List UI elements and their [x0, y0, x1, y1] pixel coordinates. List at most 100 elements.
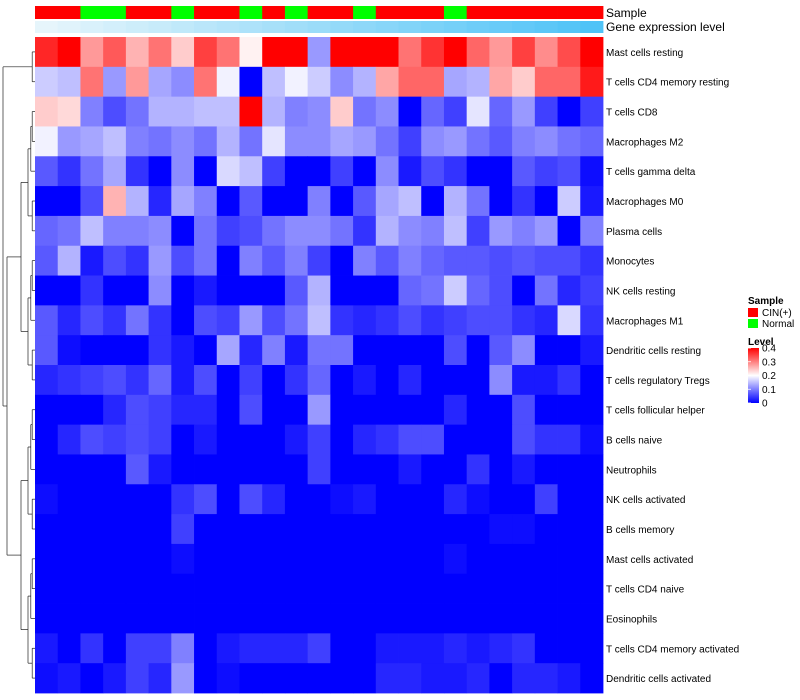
heatmap-cell-r11-c21	[512, 365, 536, 396]
heatmap-cell-r2-c18	[443, 96, 468, 127]
heatmap-cell-r11-c20	[489, 365, 513, 396]
row-label-16: B cells memory	[606, 525, 674, 536]
heatmap-cell-r19-c6	[171, 603, 195, 634]
heatmap-cell-r3-c18	[443, 126, 468, 157]
heatmap-cell-r12-c7	[194, 394, 218, 426]
row-label-2: T cells CD8	[606, 108, 658, 119]
heatmap-cell-r2-c11	[284, 96, 309, 127]
heatmap-cell-r14-c19	[466, 454, 490, 485]
heatmap-cell-r1-c20	[489, 66, 513, 98]
heatmap-cell-r6-c1	[57, 215, 81, 247]
heatmap-cell-r9-c9	[239, 305, 263, 336]
heatmap-cell-r12-c20	[489, 394, 513, 426]
heatmap-cell-r0-c9	[239, 37, 263, 68]
heatmap-cell-r11-c5	[148, 365, 172, 396]
heatmap-cell-r14-c22	[534, 454, 558, 485]
heatmap-cell-r8-c18	[443, 275, 468, 306]
heatmap-cell-r18-c13	[330, 573, 354, 604]
heatmap-cell-r20-c23	[557, 633, 581, 664]
heatmap-cell-r18-c7	[194, 573, 218, 604]
expression-track-cell-21	[512, 21, 536, 33]
heatmap-cell-r2-c5	[148, 96, 172, 127]
heatmap-cell-r6-c23	[557, 215, 581, 247]
legend-tick-label-3: 0.1	[762, 385, 776, 396]
heatmap-cell-r20-c17	[421, 633, 445, 664]
heatmap-cell-r2-c13	[330, 96, 354, 127]
heatmap-cell-r13-c16	[398, 424, 422, 455]
heatmap-cell-r17-c12	[307, 543, 331, 575]
heatmap-cell-r10-c3	[103, 335, 127, 366]
legend-label-cin: CIN(+)	[762, 308, 792, 319]
heatmap-cell-r8-c15	[375, 275, 399, 306]
heatmap-cell-r16-c14	[353, 514, 377, 545]
heatmap-cell-r21-c20	[489, 663, 513, 694]
heatmap-cell-r14-c13	[330, 454, 354, 485]
heatmap-cell-r3-c17	[421, 126, 445, 157]
heatmap-cell-r2-c21	[512, 96, 536, 127]
heatmap-cell-r17-c16	[398, 543, 422, 575]
legend-level-colorbar	[748, 348, 759, 403]
heatmap-cell-r8-c16	[398, 275, 422, 306]
heatmap-cell-r3-c13	[330, 126, 354, 157]
heatmap-cell-r19-c7	[194, 603, 218, 634]
heatmap-cell-r2-c17	[421, 96, 445, 127]
heatmap-cell-r0-c13	[330, 37, 354, 68]
heatmap-cell-r5-c4	[125, 186, 149, 217]
heatmap-cell-r17-c2	[80, 543, 104, 575]
heatmap-cell-r21-c18	[443, 663, 468, 694]
heatmap-cell-r5-c11	[284, 186, 309, 217]
heatmap-cell-r21-c10	[262, 663, 286, 694]
heatmap-cell-r0-c5	[148, 37, 172, 68]
heatmap-cell-r15-c9	[239, 484, 263, 515]
heatmap-cell-r11-c19	[466, 365, 490, 396]
heatmap-cell-r11-c17	[421, 365, 445, 396]
heatmap-cell-r4-c3	[103, 156, 127, 187]
heatmap-cell-r14-c8	[216, 454, 240, 485]
heatmap-cell-r7-c22	[534, 245, 558, 276]
heatmap-cell-r8-c24	[580, 275, 604, 306]
heatmap-cell-r17-c7	[194, 543, 218, 575]
heatmap-cell-r4-c19	[466, 156, 490, 187]
heatmap-cell-r6-c8	[216, 215, 240, 247]
sample-track-cell-6	[171, 6, 195, 19]
heatmap-cell-r16-c18	[443, 514, 468, 545]
heatmap-cell-r14-c6	[171, 454, 195, 485]
heatmap-cell-r19-c2	[80, 603, 104, 634]
heatmap-cell-r18-c6	[171, 573, 195, 604]
heatmap-cell-r5-c16	[398, 186, 422, 217]
heatmap-cell-r16-c10	[262, 514, 286, 545]
heatmap-cell-r10-c17	[421, 335, 445, 366]
heatmap-cell-r8-c21	[512, 275, 536, 306]
row-label-4: T cells gamma delta	[606, 167, 696, 178]
heatmap-cell-r8-c2	[80, 275, 104, 306]
heatmap-cell-r3-c7	[194, 126, 218, 157]
heatmap-cell-r6-c6	[171, 215, 195, 247]
heatmap-cell-r10-c12	[307, 335, 331, 366]
heatmap-cell-r17-c18	[443, 543, 468, 575]
heatmap-cell-r0-c12	[307, 37, 331, 68]
row-label-13: B cells naive	[606, 436, 663, 447]
heatmap-cell-r11-c24	[580, 365, 604, 396]
heatmap-cell-r19-c11	[284, 603, 309, 634]
heatmap-cell-r0-c4	[125, 37, 149, 68]
heatmap-cell-r2-c10	[262, 96, 286, 127]
heatmap-cell-r14-c21	[512, 454, 536, 485]
heatmap-cell-r16-c22	[534, 514, 558, 545]
sample-track-cell-2	[80, 6, 104, 19]
heatmap-cell-r14-c1	[57, 454, 81, 485]
heatmap-cell-r2-c20	[489, 96, 513, 127]
heatmap-cell-r1-c6	[171, 66, 195, 98]
heatmap-cell-r1-c12	[307, 66, 331, 98]
heatmap-cell-r16-c5	[148, 514, 172, 545]
heatmap-cell-r14-c5	[148, 454, 172, 485]
heatmap-cell-r17-c10	[262, 543, 286, 575]
heatmap-cell-r12-c10	[262, 394, 286, 426]
heatmap-cell-r9-c15	[375, 305, 399, 336]
heatmap-cell-r0-c16	[398, 37, 422, 68]
sample-track-cell-1	[57, 6, 81, 19]
heatmap-cell-r9-c13	[330, 305, 354, 336]
heatmap-cell-r4-c9	[239, 156, 263, 187]
heatmap-cell-r17-c14	[353, 543, 377, 575]
heatmap-cell-r7-c17	[421, 245, 445, 276]
